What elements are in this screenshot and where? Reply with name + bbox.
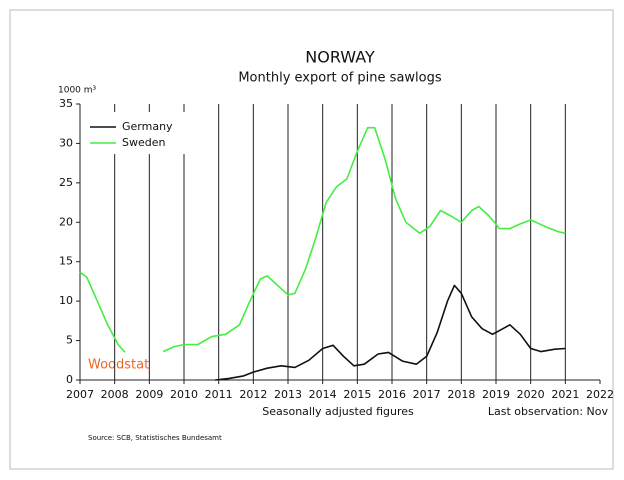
y-axis-label: 1000 m³: [58, 86, 97, 96]
x-tick-label: 2022: [586, 388, 614, 401]
logo: Woodstat: [88, 358, 149, 373]
y-tick-label: 35: [59, 97, 73, 110]
x-tick-label: 2014: [309, 388, 337, 401]
annotation: Seasonally adjusted figures: [262, 405, 414, 418]
legend-label: Sweden: [122, 136, 165, 149]
x-tick-label: 2007: [66, 388, 94, 401]
legend-box: [82, 112, 200, 154]
x-tick-label: 2009: [135, 388, 163, 401]
x-tick-label: 2021: [551, 388, 579, 401]
y-tick-label: 20: [59, 215, 73, 228]
y-tick-label: 5: [66, 334, 73, 347]
legend-label: Germany: [122, 120, 173, 133]
x-tick-label: 2018: [447, 388, 475, 401]
y-tick-label: 10: [59, 294, 73, 307]
x-tick-label: 2015: [343, 388, 371, 401]
y-tick-label: 15: [59, 255, 73, 268]
chart-subtitle: Monthly export of pine sawlogs: [238, 71, 442, 86]
x-tick-label: 2010: [170, 388, 198, 401]
chart-title: NORWAY: [305, 48, 375, 67]
x-tick-label: 2019: [482, 388, 510, 401]
y-tick-label: 30: [59, 136, 73, 149]
x-tick-label: 2020: [517, 388, 545, 401]
x-tick-label: 2012: [239, 388, 267, 401]
y-tick-label: 25: [59, 176, 73, 189]
x-tick-label: 2013: [274, 388, 302, 401]
x-tick-label: 2016: [378, 388, 406, 401]
series-line: [79, 126, 566, 353]
x-tick-label: 2017: [413, 388, 441, 401]
y-tick-label: 0: [66, 373, 73, 386]
series-line: [215, 284, 566, 381]
x-tick-label: 2008: [101, 388, 129, 401]
frame: [9, 9, 614, 470]
annotation: Last observation: Nov: [488, 405, 609, 418]
x-tick-label: 2011: [205, 388, 233, 401]
source: Source: SCB, Statistisches Bundesamt: [88, 434, 222, 442]
